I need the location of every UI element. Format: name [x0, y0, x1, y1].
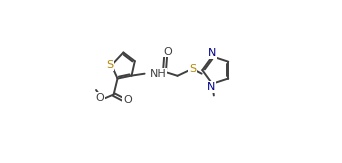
Text: S: S [189, 64, 196, 74]
Text: O: O [123, 95, 132, 105]
Text: NH: NH [149, 69, 166, 79]
Text: S: S [106, 60, 113, 70]
Text: N: N [207, 82, 215, 92]
Text: N: N [208, 48, 216, 58]
Text: O: O [96, 93, 104, 103]
Text: O: O [164, 47, 173, 57]
